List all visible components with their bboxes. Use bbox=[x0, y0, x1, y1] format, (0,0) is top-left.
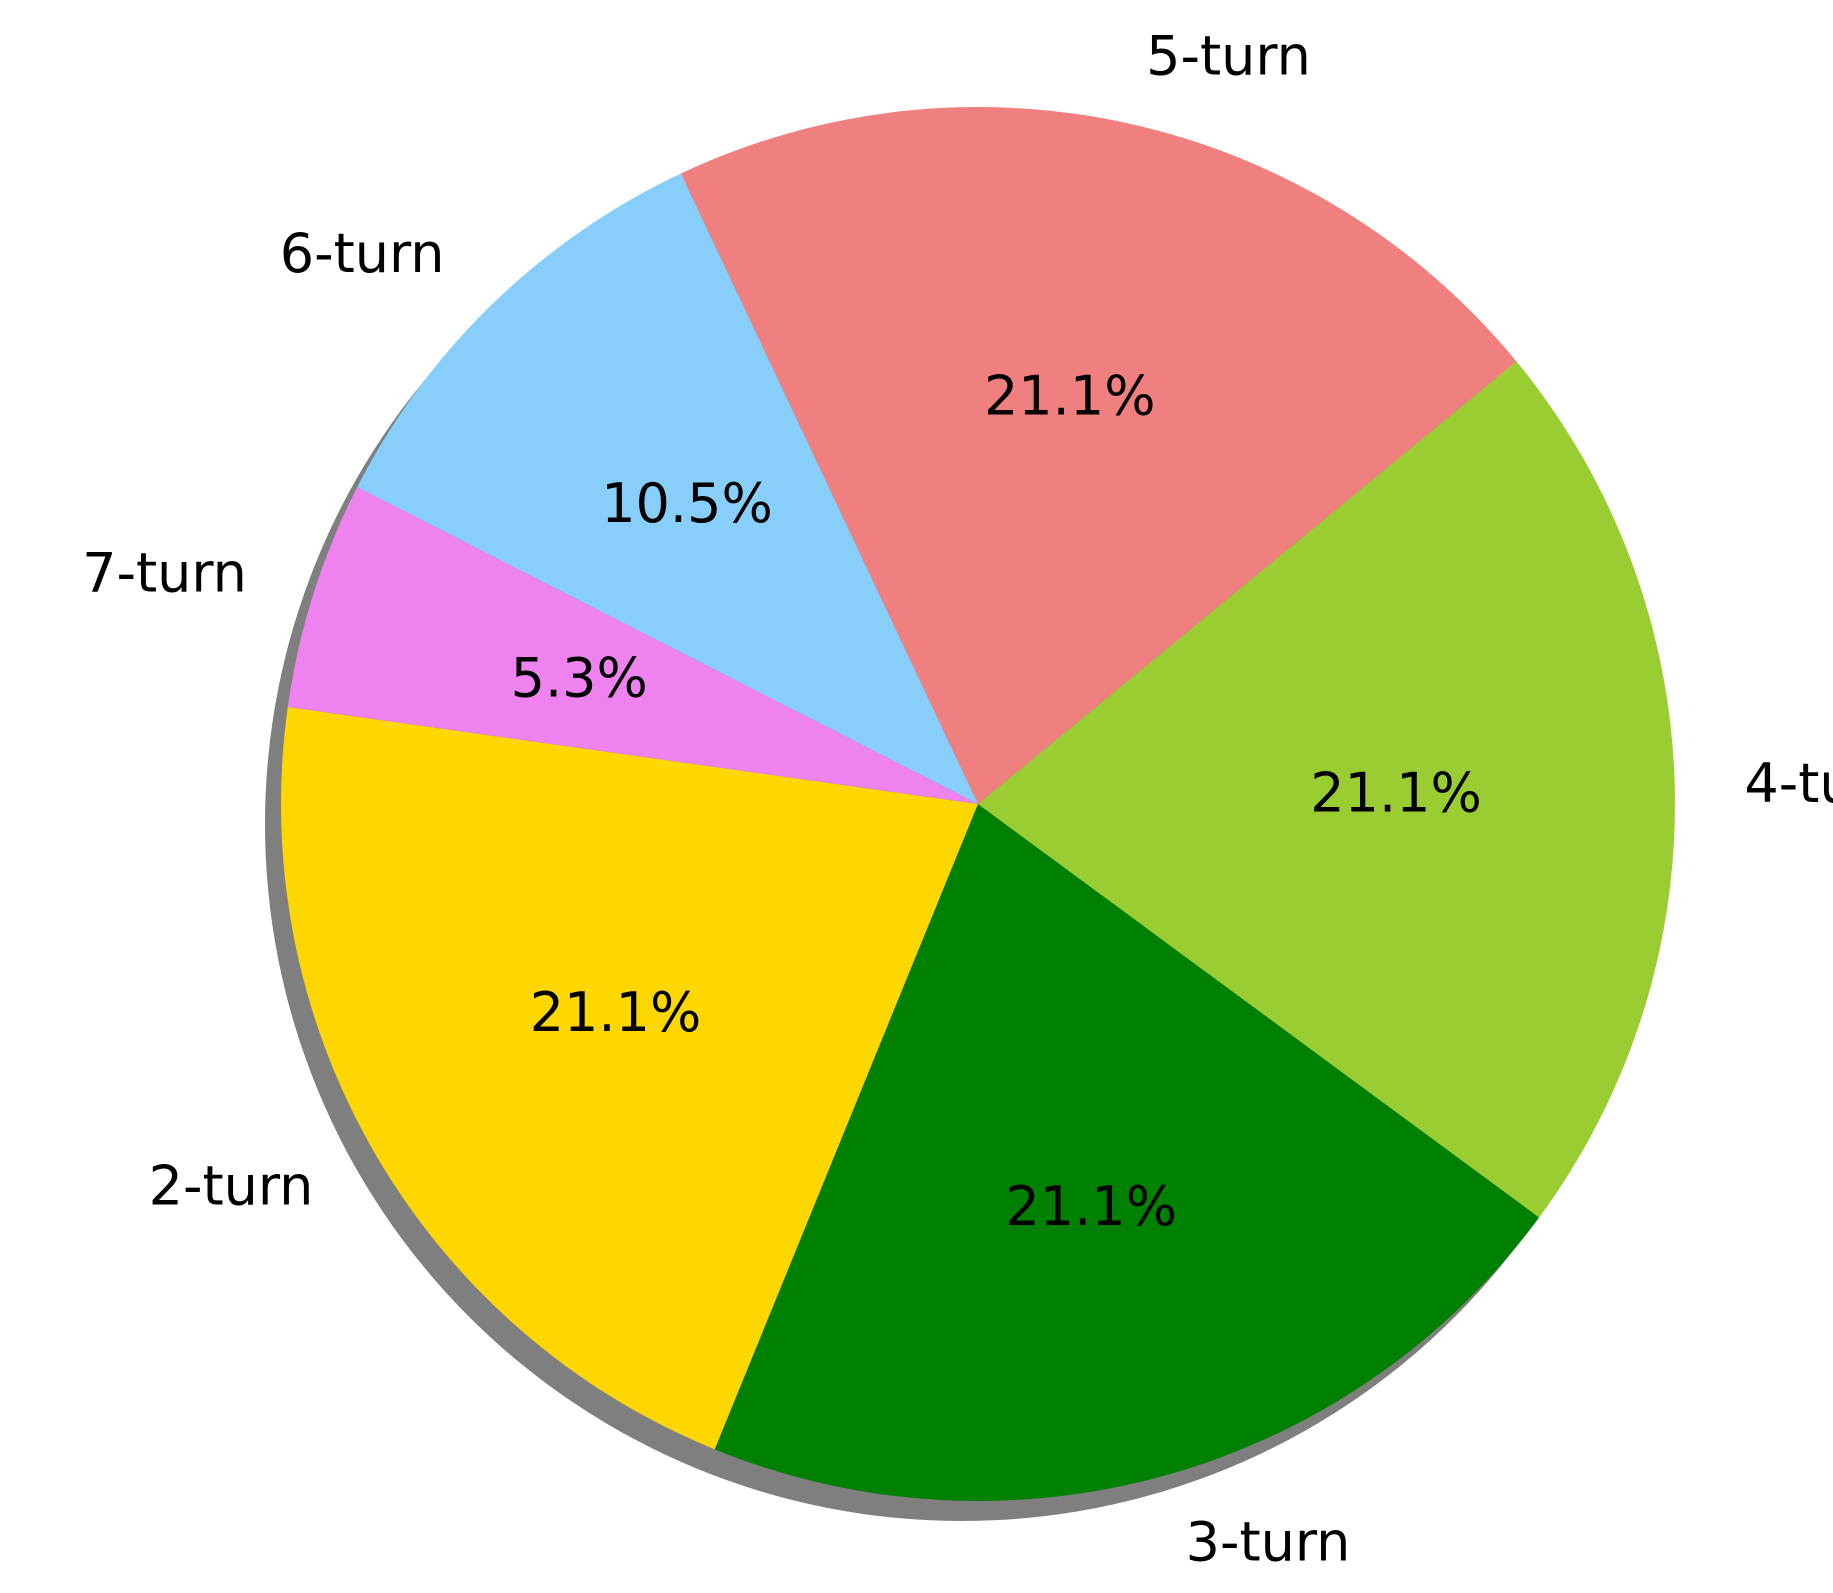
pie-slice-5-turn bbox=[680, 107, 1517, 805]
slice-percent-2-turn: 21.1% bbox=[530, 981, 702, 1044]
pie-slices bbox=[280, 107, 1675, 1501]
slice-label-7-turn: 7-turn bbox=[82, 542, 247, 605]
slice-label-2-turn: 2-turn bbox=[149, 1155, 314, 1218]
pie-slice-7-turn bbox=[287, 487, 978, 804]
pie-slice-6-turn bbox=[357, 173, 978, 804]
slice-label-6-turn: 6-turn bbox=[280, 222, 445, 285]
slice-percent-5-turn: 21.1% bbox=[984, 364, 1156, 427]
pie-labels: 2-turn 21.1% 3-turn 21.1% 4-turn 21.1% 5-turn 2… bbox=[82, 24, 1833, 1573]
pie-slice-3-turn bbox=[714, 804, 1540, 1501]
pie-slice-2-turn bbox=[280, 707, 979, 1450]
slice-label-3-turn: 3-turn bbox=[1186, 1511, 1351, 1574]
slice-percent-4-turn: 21.1% bbox=[1310, 761, 1482, 824]
slice-percent-3-turn: 21.1% bbox=[1005, 1175, 1177, 1238]
pie-slice-4-turn bbox=[978, 361, 1675, 1218]
slice-label-4-turn: 4-turn bbox=[1744, 752, 1833, 815]
slice-label-5-turn: 5-turn bbox=[1146, 24, 1311, 87]
slice-percent-7-turn: 5.3% bbox=[511, 647, 648, 710]
slice-percent-6-turn: 10.5% bbox=[601, 472, 773, 535]
